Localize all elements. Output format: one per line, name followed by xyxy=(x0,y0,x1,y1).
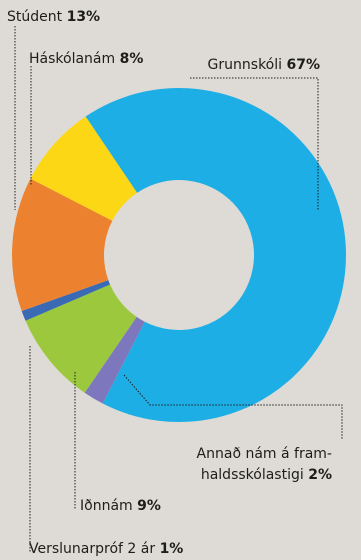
leader-grunnskoli xyxy=(190,77,319,210)
donut-slice-4 xyxy=(11,178,113,312)
label-student-name: Stúdent xyxy=(7,9,63,25)
label-verslunarprof-value: 1% xyxy=(159,541,184,557)
donut-slice-3 xyxy=(21,280,111,321)
label-student: Stúdent 13% xyxy=(7,8,100,26)
leader-lines xyxy=(14,26,343,552)
label-annad: Annað nám á fram- haldsskólastigi 2% xyxy=(197,444,332,486)
label-grunnskoli-value: 67% xyxy=(286,57,320,73)
label-haskolanam-value: 8% xyxy=(119,51,144,67)
label-idnnam: Iðnnám 9% xyxy=(80,497,161,515)
label-grunnskoli-name: Grunnskóli xyxy=(207,57,283,73)
leader-annad xyxy=(123,374,343,440)
label-verslunarprof: Verslunarpróf 2 ár 1% xyxy=(29,540,183,558)
label-student-value: 13% xyxy=(66,9,101,25)
donut-slice-5 xyxy=(30,116,138,221)
donut-slice-2 xyxy=(25,284,137,393)
label-annad-value: 2% xyxy=(308,467,332,483)
donut-slice-0 xyxy=(85,88,347,422)
label-verslunarprof-name: Verslunarpróf 2 ár xyxy=(29,541,156,557)
donut-slice-1 xyxy=(84,316,145,404)
label-idnnam-value: 9% xyxy=(137,498,161,514)
label-haskolanam: Háskólanám 8% xyxy=(29,50,143,68)
label-idnnam-name: Iðnnám xyxy=(80,498,133,514)
label-annad-name-line2: haldsskólastigi xyxy=(200,467,304,483)
label-grunnskoli: Grunnskóli 67% xyxy=(208,56,320,74)
donut-slices xyxy=(11,88,347,422)
label-haskolanam-name: Háskólanám xyxy=(29,51,116,67)
label-annad-name-line1: Annað nám á fram- xyxy=(196,446,332,462)
